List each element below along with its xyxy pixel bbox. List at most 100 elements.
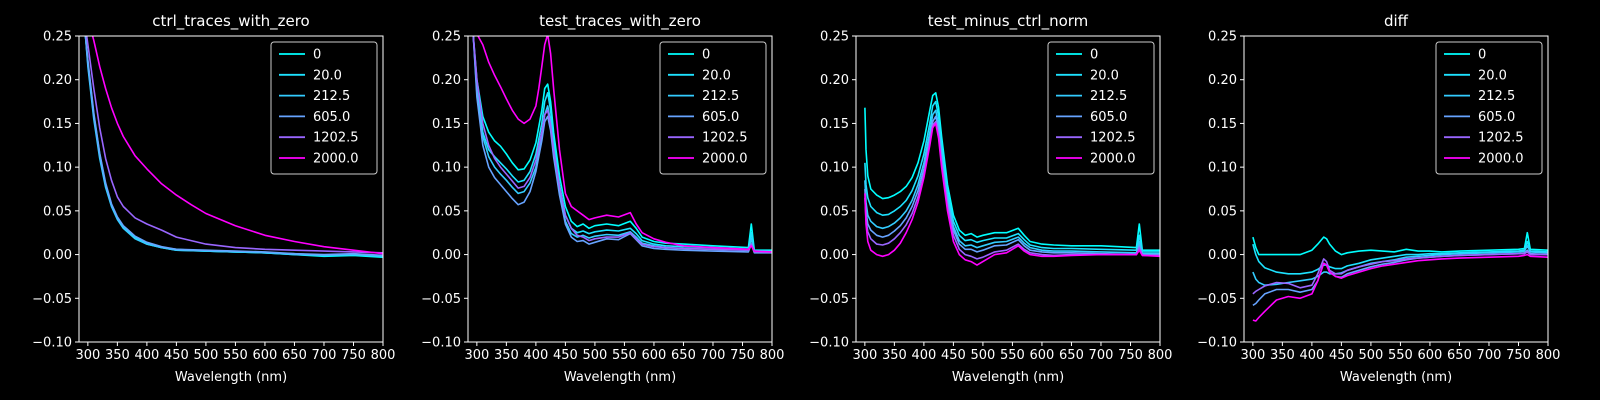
y-tick-label: 0.00 <box>432 248 461 263</box>
y-tick-label: −0.05 <box>32 292 72 307</box>
x-tick-label: 800 <box>1148 348 1173 363</box>
y-tick-label: −0.10 <box>421 336 461 351</box>
x-tick-label: 350 <box>882 348 907 363</box>
series-line-2000-0 <box>864 122 1160 266</box>
legend-entry: 212.5 <box>1478 89 1515 104</box>
x-tick-label: 750 <box>341 348 366 363</box>
legend-entry: 1202.5 <box>1478 131 1524 146</box>
legend-entry: 20.0 <box>702 68 731 83</box>
x-tick-label: 550 <box>223 348 248 363</box>
legend-entry: 20.0 <box>1090 68 1119 83</box>
x-axis-label: Wavelength (nm) <box>1340 370 1452 385</box>
y-tick-label: −0.10 <box>32 336 72 351</box>
x-tick-label: 450 <box>941 348 966 363</box>
chart-title: diff <box>1384 12 1409 30</box>
legend-entry: 605.0 <box>1090 110 1127 125</box>
x-tick-label: 700 <box>701 348 726 363</box>
y-tick-label: 0.20 <box>432 73 461 88</box>
legend: 0 20.0 212.5 605.0 1202.5 2000.0 <box>1435 41 1543 175</box>
chart-panel-1: ctrl_traces_with_zero 300 350 400 450 500 550 6… <box>32 12 395 385</box>
y-tick-label: −0.10 <box>1197 336 1237 351</box>
legend-entry: 2000.0 <box>702 152 748 167</box>
x-tick-label: 700 <box>312 348 337 363</box>
series-line-605-0 <box>84 36 383 257</box>
legend: 0 20.0 212.5 605.0 1202.5 2000.0 <box>1047 41 1155 175</box>
legend: 0 20.0 212.5 605.0 1202.5 2000.0 <box>270 41 378 175</box>
y-tick-label: −0.05 <box>1197 292 1237 307</box>
y-tick-label: 0.05 <box>820 204 849 219</box>
legend-entry: 212.5 <box>1090 89 1127 104</box>
y-tick-label: −0.10 <box>809 336 849 351</box>
x-tick-label: 300 <box>75 348 100 363</box>
series-line-212-5 <box>84 36 383 258</box>
series-group <box>472 36 772 254</box>
legend-entry: 0 <box>702 48 710 63</box>
y-tick-label: 0.15 <box>43 117 72 132</box>
chart-title: test_traces_with_zero <box>539 12 701 31</box>
legend-entry: 20.0 <box>313 68 342 83</box>
x-tick-label: 350 <box>494 348 519 363</box>
series-line-1202-5 <box>864 120 1160 260</box>
x-tick-label: 750 <box>1506 348 1531 363</box>
x-tick-label: 500 <box>1358 348 1383 363</box>
x-tick-label: 500 <box>582 348 607 363</box>
legend-entry: 1202.5 <box>313 131 359 146</box>
legend-entry: 0 <box>1090 48 1098 63</box>
legend-entry: 2000.0 <box>1478 152 1524 167</box>
x-tick-label: 650 <box>671 348 696 363</box>
x-tick-label: 700 <box>1477 348 1502 363</box>
y-tick-label: 0.20 <box>820 73 849 88</box>
chart-title: ctrl_traces_with_zero <box>152 12 309 31</box>
x-tick-label: 600 <box>1418 348 1443 363</box>
y-tick-label: 0.15 <box>1208 117 1237 132</box>
x-tick-label: 550 <box>1000 348 1025 363</box>
y-tick-label: 0.20 <box>43 73 72 88</box>
x-tick-label: 700 <box>1089 348 1114 363</box>
series-line-20-0 <box>1252 240 1548 275</box>
x-tick-label: 400 <box>1299 348 1324 363</box>
y-tick-label: 0.05 <box>432 204 461 219</box>
chart-panel-4: diff 300 350 400 450 500 550 600 650 700 750 800 −0.… <box>1197 12 1560 385</box>
series-line-2000-0 <box>477 36 772 253</box>
axes-frame <box>1243 35 1549 343</box>
x-tick-label: 650 <box>1059 348 1084 363</box>
x-tick-label: 450 <box>553 348 578 363</box>
series-line-0 <box>472 36 772 251</box>
axes-frame <box>467 35 773 343</box>
x-tick-label: 750 <box>1118 348 1143 363</box>
series-line-605-0 <box>472 36 772 254</box>
y-tick-label: 0.05 <box>1208 204 1237 219</box>
y-tick-label: 0.05 <box>43 204 72 219</box>
x-tick-label: 300 <box>1240 348 1265 363</box>
y-tick-label: 0.10 <box>43 161 72 176</box>
series-line-212-5 <box>864 109 1160 255</box>
x-tick-label: 300 <box>464 348 489 363</box>
series-line-1202-5 <box>85 36 383 254</box>
x-tick-label: 550 <box>612 348 637 363</box>
x-axis-label: Wavelength (nm) <box>175 370 287 385</box>
y-tick-label: 0.00 <box>820 248 849 263</box>
y-tick-label: 0.10 <box>820 161 849 176</box>
x-tick-label: 350 <box>105 348 130 363</box>
legend-entry: 212.5 <box>313 89 350 104</box>
x-tick-label: 400 <box>134 348 159 363</box>
chart-panel-3: test_minus_ctrl_norm 300 350 400 450 500 550 60… <box>809 12 1172 385</box>
legend-entry: 2000.0 <box>1090 152 1136 167</box>
x-tick-label: 800 <box>760 348 785 363</box>
legend-entry: 20.0 <box>1478 68 1507 83</box>
x-tick-label: 400 <box>523 348 548 363</box>
legend-entry: 605.0 <box>1478 110 1515 125</box>
y-tick-label: 0.25 <box>43 30 72 45</box>
y-tick-label: 0.15 <box>820 117 849 132</box>
x-tick-label: 450 <box>1329 348 1354 363</box>
legend-entry: 0 <box>1478 48 1486 63</box>
x-tick-label: 500 <box>193 348 218 363</box>
legend-entry: 605.0 <box>702 110 739 125</box>
x-tick-label: 300 <box>852 348 877 363</box>
legend-entry: 1202.5 <box>1090 131 1136 146</box>
y-tick-label: −0.05 <box>809 292 849 307</box>
y-tick-label: 0.00 <box>1208 248 1237 263</box>
series-group <box>1252 231 1548 322</box>
